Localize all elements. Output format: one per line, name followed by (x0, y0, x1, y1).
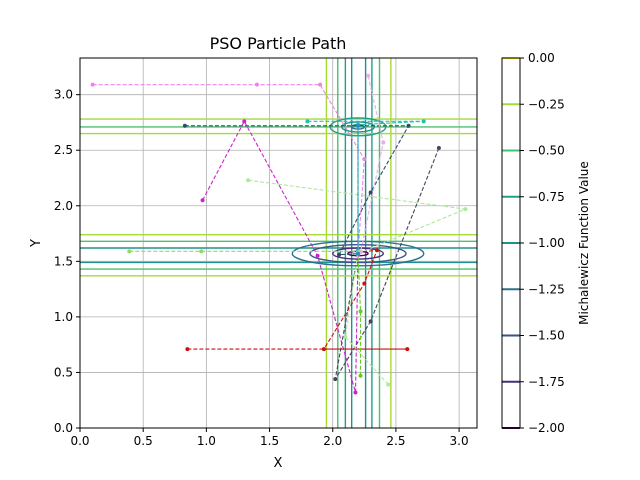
x-tick-label: 0.5 (134, 434, 153, 448)
particle-point (368, 190, 373, 195)
particle-path-10 (357, 253, 362, 376)
particle-point (315, 253, 320, 258)
particle-point (200, 198, 205, 203)
x-tick-label: 3.0 (450, 434, 469, 448)
particle-path-0 (92, 84, 365, 255)
particle-point (90, 82, 95, 87)
particle-point (353, 390, 358, 395)
particle-point (318, 82, 323, 87)
x-axis-label: X (274, 456, 283, 471)
y-tick-label: 1.5 (54, 254, 73, 268)
particle-path-3 (202, 120, 359, 393)
particle-point (368, 319, 373, 324)
particle-point (356, 123, 361, 128)
x-tick-label: 1.5 (260, 434, 279, 448)
x-tick-label: 0.0 (70, 434, 89, 448)
colorbar-tick-label: −0.25 (528, 97, 565, 111)
particle-point (405, 347, 410, 352)
x-tick-label: 2.5 (386, 434, 405, 448)
axes-frame (79, 57, 478, 429)
particle-point (374, 248, 379, 253)
colorbar: 0.00 −0.25 −0.50 −0.75 −1.00 −1.25 −1.50 −1.75 −… (501, 51, 565, 435)
particle-point (381, 140, 386, 145)
colorbar-tick-label: −0.50 (528, 144, 565, 158)
particle-point (185, 347, 190, 352)
particle-point (182, 123, 187, 128)
particle-point (254, 82, 259, 87)
particle-path-4 (248, 179, 468, 255)
particle-point (386, 382, 391, 387)
y-axis-label: Y (29, 239, 44, 248)
particle-point (305, 119, 310, 124)
colorbar-tick-label: 0.00 (528, 51, 555, 65)
particle-point (358, 373, 363, 378)
y-tick-label: 1.0 (54, 310, 73, 324)
particle-point (127, 249, 132, 254)
x-tick-label: 2.0 (323, 434, 342, 448)
particle-path-7 (187, 249, 408, 350)
colorbar-tick-label: −1.75 (528, 375, 565, 389)
colorbar-tick-label: −0.75 (528, 190, 565, 204)
x-tick-label: 1.0 (197, 434, 216, 448)
y-tick-label: 3.0 (54, 88, 73, 102)
particle-point (242, 119, 247, 124)
particle-point (199, 249, 204, 254)
particle-point (463, 207, 468, 212)
colorbar-label: Michalewicz Function Value (577, 161, 591, 325)
y-tick-label: 0.0 (54, 421, 73, 435)
particle-point (436, 146, 441, 150)
particle-point (366, 73, 371, 78)
particle-point (343, 334, 348, 339)
particle-point (337, 252, 342, 257)
plot-area: 0.0 0.5 1.0 1.5 2.0 2.5 3.0 0.0 0.5 1.0 1.5 2.0 2.5 3… (54, 57, 478, 448)
colorbar-tick-label: −1.50 (528, 329, 565, 343)
particle-point (246, 178, 251, 183)
particle-point (406, 123, 411, 128)
particle-point (356, 251, 361, 256)
particle-path-9 (344, 252, 389, 386)
particle-point (362, 157, 367, 162)
y-tick-label: 0.5 (54, 365, 73, 379)
particle-point (333, 377, 338, 382)
colorbar-tick-label: −1.00 (528, 236, 565, 250)
colorbar-tick-label: −1.25 (528, 282, 565, 296)
particle-point (421, 119, 426, 124)
colorbar-frame (501, 57, 521, 429)
colorbar-tick-label: −2.00 (528, 421, 565, 435)
y-tick-label: 2.0 (54, 199, 73, 213)
particle-path-6 (334, 147, 440, 380)
particle-point (321, 347, 326, 352)
particle-point (358, 309, 363, 314)
y-tick-label: 2.5 (54, 143, 73, 157)
particle-point (362, 281, 367, 286)
chart-title: PSO Particle Path (210, 34, 347, 53)
